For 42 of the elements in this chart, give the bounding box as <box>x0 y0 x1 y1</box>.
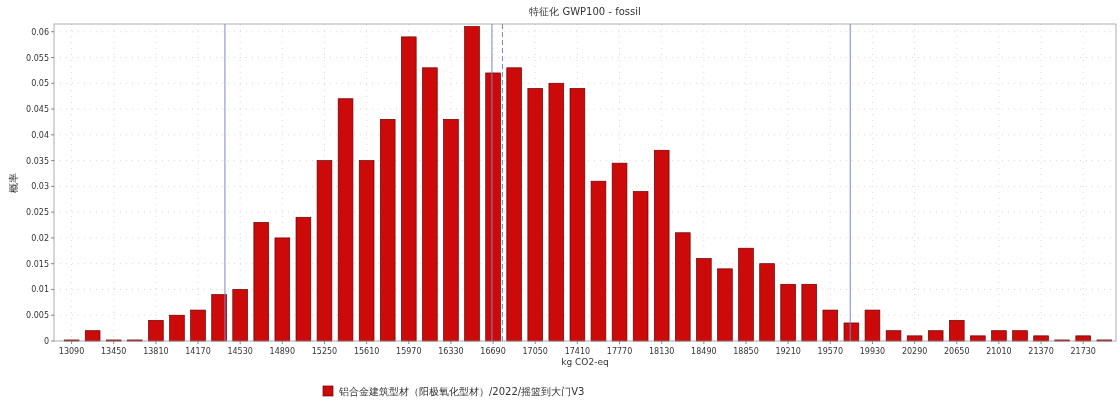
y-tick-label: 0.01 <box>31 285 49 295</box>
x-tick-label: 20650 <box>944 347 970 356</box>
x-tick-label: 20290 <box>901 347 928 356</box>
x-tick-label: 14530 <box>227 347 253 356</box>
x-tick-label: 16330 <box>438 347 464 356</box>
y-tick-label: 0 <box>43 337 49 346</box>
y-tick-label: 0.02 <box>31 233 49 243</box>
x-tick-label: 18850 <box>733 347 759 356</box>
x-tick-label: 15610 <box>353 347 380 356</box>
y-tick-label: 0.055 <box>26 53 49 63</box>
x-tick-label: 21730 <box>1070 347 1096 356</box>
x-tick-label: 18490 <box>691 347 717 356</box>
x-tick-label: 14170 <box>185 347 211 356</box>
legend: 铝合金建筑型材（阳极氧化型材）/2022/摇篮到大门V3 <box>322 385 585 397</box>
x-tick-label: 21010 <box>986 347 1012 356</box>
x-tick-label: 17050 <box>522 347 548 356</box>
x-tick-label: 19930 <box>859 347 886 356</box>
x-tick-label: 13450 <box>100 347 127 356</box>
x-tick-label: 17410 <box>564 347 591 356</box>
y-tick-label: 0.015 <box>26 259 49 269</box>
x-tick-label: 17770 <box>606 347 633 356</box>
y-tick-label: 0.06 <box>31 27 49 37</box>
y-axis-title: 概率 <box>8 172 19 193</box>
y-tick-label: 0.005 <box>26 311 49 321</box>
y-tick-label: 0.045 <box>26 105 49 115</box>
chart-title: 特征化 GWP100 - fossil <box>529 6 641 17</box>
y-tick-label: 0.035 <box>26 156 49 166</box>
x-tick-label: 13810 <box>143 347 169 356</box>
x-tick-label: 15250 <box>311 347 338 356</box>
y-tick-label: 0.03 <box>31 182 49 192</box>
x-tick-label: 16690 <box>480 347 506 356</box>
x-tick-label: 19570 <box>817 347 844 356</box>
y-tick-label: 0.05 <box>31 79 49 89</box>
x-tick-label: 18130 <box>648 347 675 356</box>
x-tick-label: 21370 <box>1028 347 1054 356</box>
x-tick-label: 13090 <box>58 347 85 356</box>
x-tick-label: 15970 <box>396 347 422 356</box>
y-tick-label: 0.04 <box>31 130 49 140</box>
x-tick-label: 19210 <box>775 347 801 356</box>
x-axis-title: kg CO2-eq <box>561 357 609 367</box>
x-tick-label: 14890 <box>269 347 296 356</box>
y-tick-label: 0.025 <box>26 208 49 218</box>
